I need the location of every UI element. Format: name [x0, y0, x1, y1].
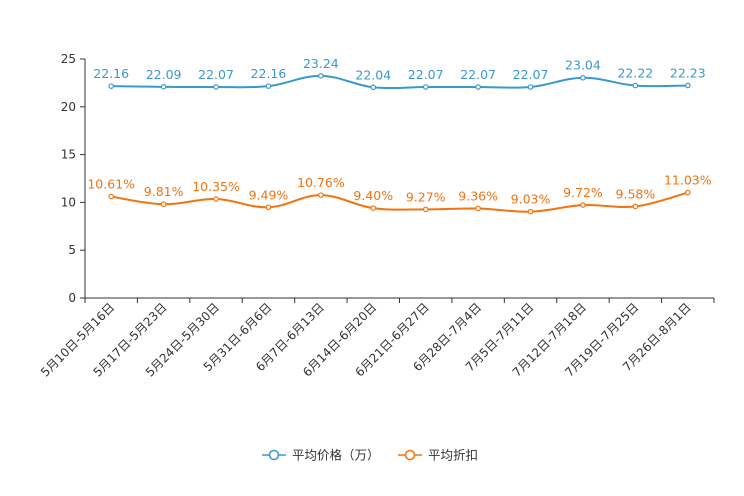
data-point[interactable] [632, 203, 639, 210]
legend[interactable]: 平均价格（万） 平均折扣 [262, 448, 478, 463]
data-point[interactable] [527, 208, 534, 215]
data-label: 10.61% [87, 177, 135, 192]
data-label: 22.16 [93, 66, 129, 81]
y-tick-label: 20 [61, 100, 76, 114]
data-point[interactable] [160, 84, 167, 90]
data-point[interactable] [580, 202, 586, 208]
data-point[interactable] [684, 82, 691, 89]
y-tick-label: 0 [68, 291, 76, 305]
data-point[interactable] [475, 84, 481, 90]
data-label: 9.36% [458, 189, 498, 204]
data-label: 11.03% [664, 173, 712, 188]
data-point[interactable] [108, 83, 115, 89]
data-point[interactable] [213, 196, 219, 202]
data-point[interactable] [213, 84, 219, 90]
data-label: 22.07 [513, 67, 549, 82]
data-point[interactable] [370, 84, 377, 91]
data-label: 22.23 [670, 65, 706, 80]
data-point[interactable] [632, 82, 639, 89]
data-label: 9.72% [563, 185, 603, 200]
legend-item-1[interactable]: 平均价格（万） [262, 448, 380, 463]
data-label: 9.81% [144, 184, 184, 199]
data-point[interactable] [370, 205, 377, 211]
data-label: 10.76% [297, 175, 345, 190]
y-tick-label: 15 [61, 148, 76, 162]
data-point[interactable] [318, 192, 324, 198]
legend-marker-icon [404, 449, 416, 461]
data-label: 9.27% [406, 189, 446, 204]
data-point[interactable] [527, 84, 534, 90]
data-label: 9.58% [616, 186, 656, 201]
y-tick-label: 25 [61, 52, 76, 66]
series-line-2 [111, 191, 689, 213]
data-point[interactable] [475, 205, 481, 212]
legend-label: 平均折扣 [428, 448, 478, 463]
legend-marker-icon [268, 449, 280, 461]
data-label: 10.35% [192, 179, 240, 194]
data-label: 22.07 [198, 67, 234, 82]
y-tick-label: 5 [68, 243, 76, 257]
data-label: 23.04 [565, 58, 601, 73]
data-label: 22.04 [355, 67, 391, 82]
data-label: 22.07 [460, 67, 496, 82]
data-label: 9.49% [249, 187, 289, 202]
data-label: 22.16 [251, 66, 287, 81]
data-point[interactable] [160, 201, 167, 208]
data-point[interactable] [422, 84, 429, 90]
legend-item-2[interactable]: 平均折扣 [398, 448, 478, 463]
data-point[interactable] [684, 189, 691, 196]
data-label: 9.03% [511, 192, 551, 207]
data-point[interactable] [318, 73, 324, 79]
y-tick-label: 10 [61, 195, 76, 209]
legend-label: 平均价格（万） [292, 448, 380, 463]
data-point[interactable] [265, 204, 272, 211]
data-point[interactable] [108, 193, 115, 200]
data-point[interactable] [580, 74, 586, 81]
data-label: 9.40% [353, 188, 393, 203]
series-line-1 [111, 74, 688, 90]
axes: 05101520255月10日-5月16日5月17日-5月23日5月24日-5月… [38, 52, 715, 380]
data-label: 22.09 [146, 67, 182, 82]
data-label: 23.24 [303, 56, 339, 71]
data-label: 22.22 [617, 66, 653, 81]
data-point[interactable] [265, 83, 272, 89]
data-label: 22.07 [408, 67, 444, 82]
series-layer [108, 73, 691, 215]
data-labels: 22.16 22.09 22.07 22.16 23.24 22.04 22.07 22.07… [87, 56, 711, 207]
data-point[interactable] [422, 206, 429, 213]
